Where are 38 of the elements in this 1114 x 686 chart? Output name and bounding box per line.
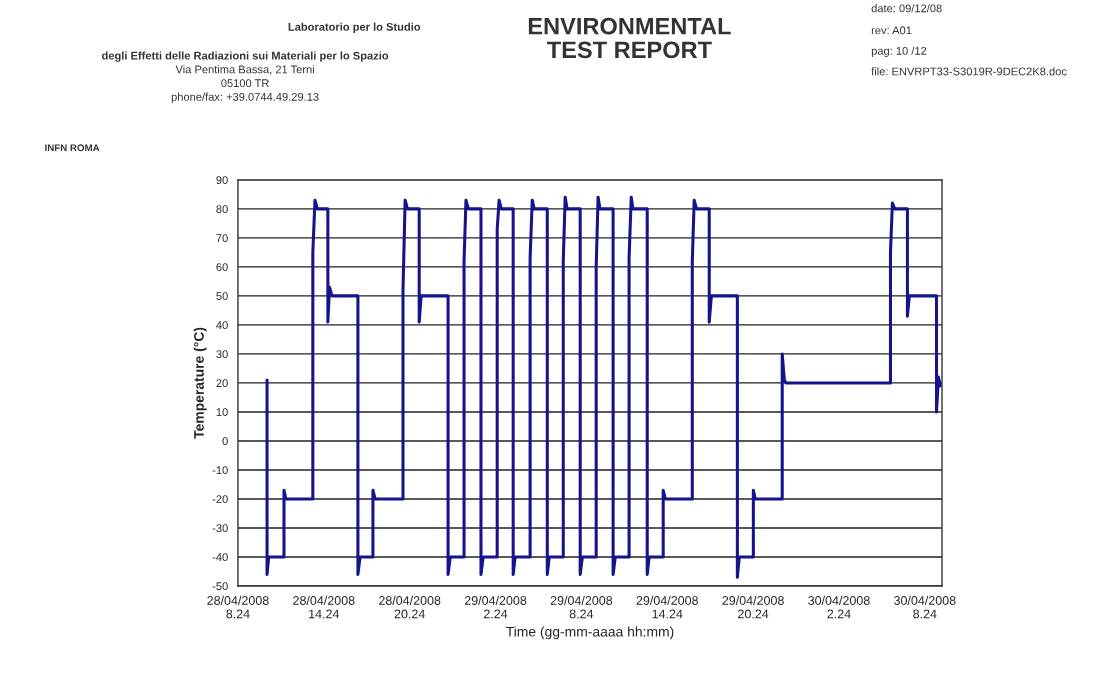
y-tick-label: -30 [212, 524, 228, 533]
x-tick-label: 29/04/2008 2.24 [464, 595, 527, 619]
text: phone/fax: +39.0744.49.29.13 [171, 92, 319, 103]
y-tick-label: 30 [216, 350, 228, 359]
x-tick-label: 28/04/2008 20.24 [379, 595, 441, 619]
text: file: ENVRPT33-S3019R-9DEC2K8.doc [871, 67, 1067, 76]
chart-title: ENVIRONMENTAL TEST REPORT [528, 17, 731, 59]
x-tick-label: 28/04/2008 14.24 [293, 595, 355, 619]
y-tick-label: 80 [216, 205, 228, 214]
text: degli Effetti delle Radiazioni sui Materiali per lo Spazio [102, 51, 389, 62]
text: rev: A01 [871, 26, 912, 35]
x-tick-label: 28/04/2008 8.24 [207, 595, 269, 619]
text: 05100 TR [221, 79, 269, 88]
y-axis-title: Temperature (°C) [193, 327, 207, 439]
y-tick-label: -20 [212, 495, 228, 504]
text: date: 09/12/08 [871, 4, 942, 13]
y-tick-label: 70 [216, 234, 228, 243]
x-tick-label: 29/04/2008 14.24 [636, 595, 698, 619]
x-tick-label: 30/04/2008 2.24 [808, 595, 870, 619]
x-tick-label: 29/04/2008 20.24 [722, 595, 784, 619]
text: INFN ROMA [45, 144, 100, 152]
y-tick-label: 60 [216, 263, 228, 272]
y-tick-label: 20 [216, 379, 228, 388]
y-tick-label: -50 [212, 582, 228, 591]
x-axis-title: Time (gg-mm-aaaa hh:mm) [506, 626, 674, 640]
line-series [265, 195, 942, 579]
text: pag: 10 /12 [871, 46, 927, 58]
y-tick-label: 40 [216, 321, 228, 330]
y-tick-label: 90 [216, 176, 228, 184]
y-tick-label: 50 [216, 292, 228, 301]
y-tick-label: 0 [222, 437, 228, 446]
y-tick-label: -40 [212, 553, 228, 562]
y-tick-label: -10 [212, 466, 228, 475]
x-tick-label: 30/04/2008 8.24 [894, 595, 956, 619]
text: Via Pentima Bassa, 21 Terni [175, 65, 314, 75]
y-tick-label: 10 [216, 408, 228, 417]
text: Laboratorio per lo Studio [288, 22, 421, 33]
x-tick-label: 29/04/2008 8.24 [550, 595, 613, 619]
